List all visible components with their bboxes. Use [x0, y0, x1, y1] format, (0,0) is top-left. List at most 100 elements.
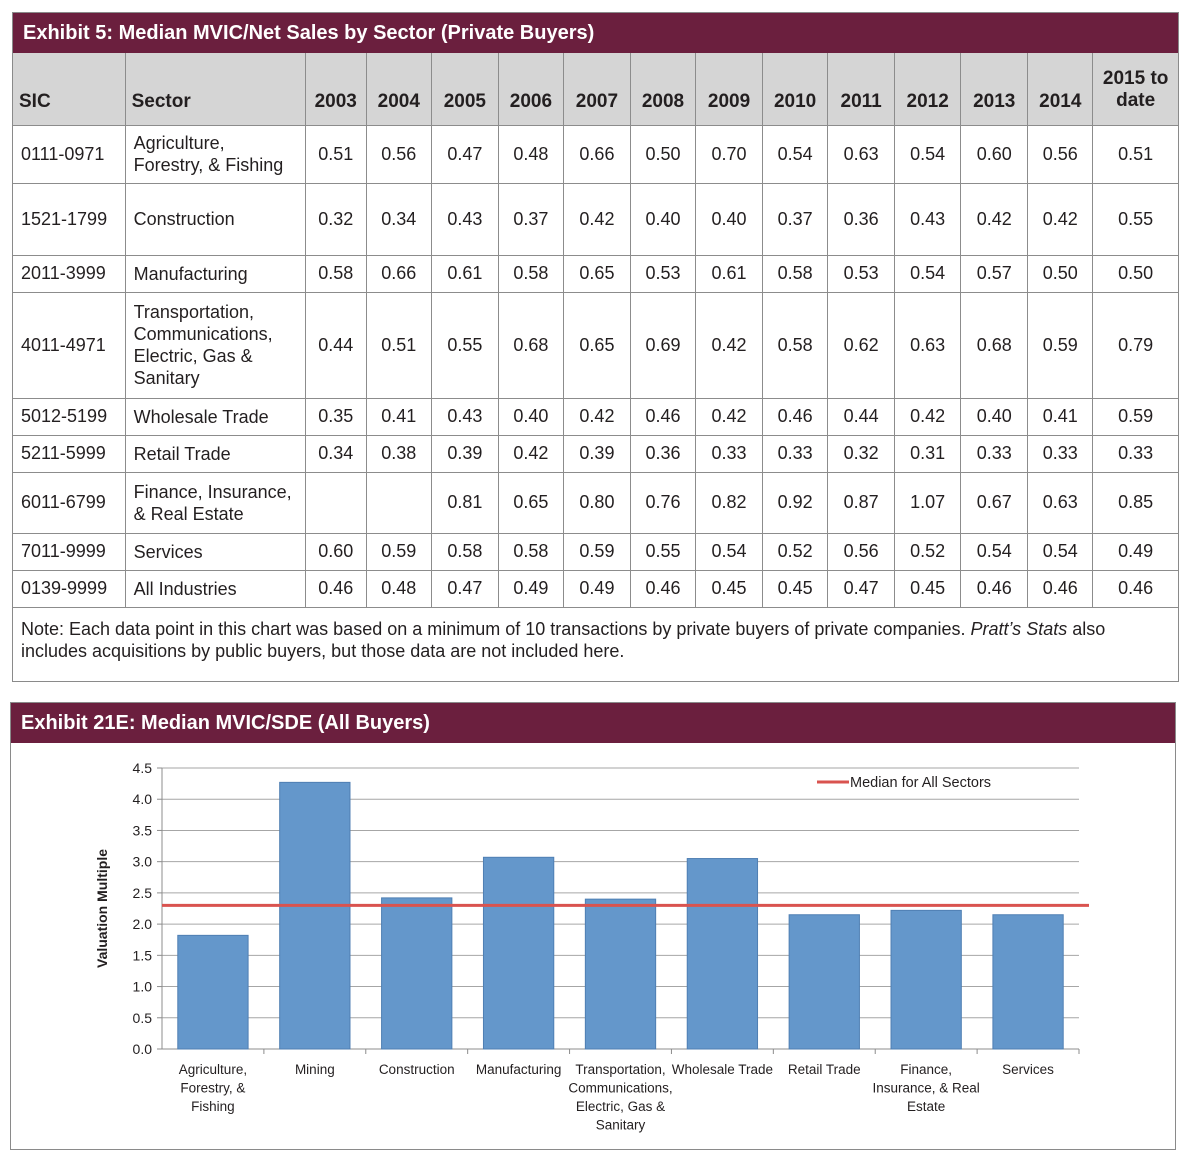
value-cell: 0.58: [497, 254, 564, 293]
x-tick-label-line: Insurance, & Real: [873, 1081, 980, 1096]
y-tick-label: 3.5: [133, 822, 153, 838]
y-tick-label: 2.5: [133, 885, 153, 901]
note-text-2: also includes acquisitions by public buy…: [21, 618, 1106, 661]
table-row: 6011-6799 Finance, Insurance, & Real Estat…: [13, 471, 1178, 534]
col-header-2003: 2003: [304, 53, 367, 126]
x-tick-label: Mining: [295, 1062, 335, 1077]
table-row: 1521-1799 Construction 0.32 0.34 0.43 0.37 0.4…: [13, 182, 1178, 256]
x-tick-label-line: Communications,: [568, 1081, 672, 1096]
value-cell: 0.81: [430, 471, 499, 534]
bar: [482, 856, 555, 1050]
x-tick-label-line: Services: [1002, 1062, 1054, 1077]
value-cell: 0.42: [1027, 182, 1094, 256]
value-cell: 0.56: [365, 124, 432, 184]
sic-cell: 7011-9999: [13, 532, 126, 571]
value-cell: 0.62: [827, 291, 896, 399]
value-cell: 0.51: [1092, 124, 1178, 184]
value-cell: 0.44: [304, 291, 367, 399]
value-cell: 0.60: [960, 124, 1029, 184]
value-cell: 0.51: [365, 291, 432, 399]
y-axis-title: Valuation Multiple: [94, 849, 110, 968]
table-row: 5211-5999 Retail Trade 0.34 0.38 0.39 0.42 0.3…: [13, 434, 1178, 473]
x-tick-label-line: Manufacturing: [476, 1062, 562, 1077]
value-cell: 0.67: [960, 471, 1029, 534]
bar: [890, 909, 962, 1050]
col-header-2008: 2008: [629, 53, 697, 126]
value-cell: 0.58: [304, 254, 367, 293]
value-cell: [304, 471, 367, 534]
sector-cell: Retail Trade: [124, 434, 306, 473]
value-cell: 0.82: [695, 471, 764, 534]
table-body: 0111-0971 Agriculture, Forestry, & Fishing…: [13, 124, 1178, 608]
value-cell: 0.46: [1027, 569, 1094, 608]
value-cell: 0.46: [762, 397, 829, 436]
y-tick-label: 4.5: [133, 760, 153, 776]
table-row: 4011-4971 Transportation, Communications, E…: [13, 291, 1178, 399]
value-cell: 0.70: [695, 124, 764, 184]
value-cell: 0.34: [365, 182, 432, 256]
value-cell: 0.47: [827, 569, 896, 608]
x-tick-label: Wholesale Trade: [672, 1062, 773, 1077]
value-cell: 0.92: [762, 471, 829, 534]
value-cell: 0.42: [695, 291, 764, 399]
x-tick-label-line: Wholesale Trade: [672, 1062, 773, 1077]
value-cell: 0.49: [562, 569, 631, 608]
value-cell: 0.48: [497, 124, 564, 184]
col-header-sic: SIC: [13, 53, 126, 126]
col-header-sector: Sector: [124, 53, 306, 126]
value-cell: 0.61: [430, 254, 499, 293]
value-cell: 0.41: [1027, 397, 1094, 436]
col-header-2004: 2004: [365, 53, 432, 126]
sector-cell: Wholesale Trade: [124, 397, 306, 436]
value-cell: 0.50: [1027, 254, 1094, 293]
value-cell: 0.56: [1027, 124, 1094, 184]
value-cell: 1.07: [894, 471, 962, 534]
value-cell: 0.59: [1092, 397, 1178, 436]
value-cell: 0.54: [1027, 532, 1094, 571]
exhibit-21e-title: Exhibit 21E: Median MVIC/SDE (All Buyers…: [11, 703, 1175, 743]
col-header-2005: 2005: [430, 53, 499, 126]
value-cell: 0.43: [430, 182, 499, 256]
value-cell: 0.68: [960, 291, 1029, 399]
bar: [381, 897, 453, 1050]
value-cell: 0.57: [960, 254, 1029, 293]
value-cell: 0.33: [1092, 434, 1178, 473]
value-cell: 0.50: [1092, 254, 1178, 293]
x-tick-label: Transportation, Communications, Electric, …: [568, 1062, 672, 1133]
bar: [177, 934, 249, 1050]
col-header-2013: 2013: [960, 53, 1029, 126]
value-cell: 0.56: [827, 532, 896, 571]
value-cell: 0.59: [1027, 291, 1094, 399]
value-cell: 0.46: [629, 569, 697, 608]
exhibit-5-panel: Exhibit 5: Median MVIC/Net Sales by Sect…: [12, 12, 1179, 682]
table-row: 5012-5199 Wholesale Trade 0.35 0.41 0.43 0.40…: [13, 397, 1178, 436]
x-tick-label-line: Construction: [379, 1062, 455, 1077]
value-cell: 0.33: [695, 434, 764, 473]
value-cell: 0.61: [695, 254, 764, 293]
table-note: Note: Each data point in this chart was …: [13, 608, 1178, 662]
value-cell: 0.48: [365, 569, 432, 608]
y-tick-label: 1.5: [133, 947, 153, 963]
sector-cell: Construction: [124, 182, 306, 256]
x-tick-label-line: Retail Trade: [788, 1062, 861, 1077]
value-cell: 0.45: [894, 569, 962, 608]
col-header-2012: 2012: [894, 53, 962, 126]
value-cell: 0.45: [762, 569, 829, 608]
value-cell: 0.79: [1092, 291, 1178, 399]
value-cell: 0.63: [894, 291, 962, 399]
value-cell: 0.59: [365, 532, 432, 571]
value-cell: 0.43: [430, 397, 499, 436]
x-tick-label-line: Forestry, &: [180, 1081, 245, 1096]
value-cell: 0.42: [894, 397, 962, 436]
value-cell: 0.33: [960, 434, 1029, 473]
x-tick-label-line: Electric, Gas &: [576, 1099, 665, 1114]
value-cell: 0.47: [430, 569, 499, 608]
y-tick-label: 0.5: [133, 1010, 153, 1026]
y-tick-label: 3.0: [133, 854, 153, 870]
sic-cell: 5012-5199: [13, 397, 126, 436]
col-header-2011: 2011: [827, 53, 896, 126]
value-cell: 0.60: [304, 532, 367, 571]
table-row: 0139-9999 All Industries 0.46 0.48 0.47 0.49 0…: [13, 569, 1178, 608]
value-cell: 0.80: [562, 471, 631, 534]
y-tick-label: 2.0: [133, 916, 153, 932]
